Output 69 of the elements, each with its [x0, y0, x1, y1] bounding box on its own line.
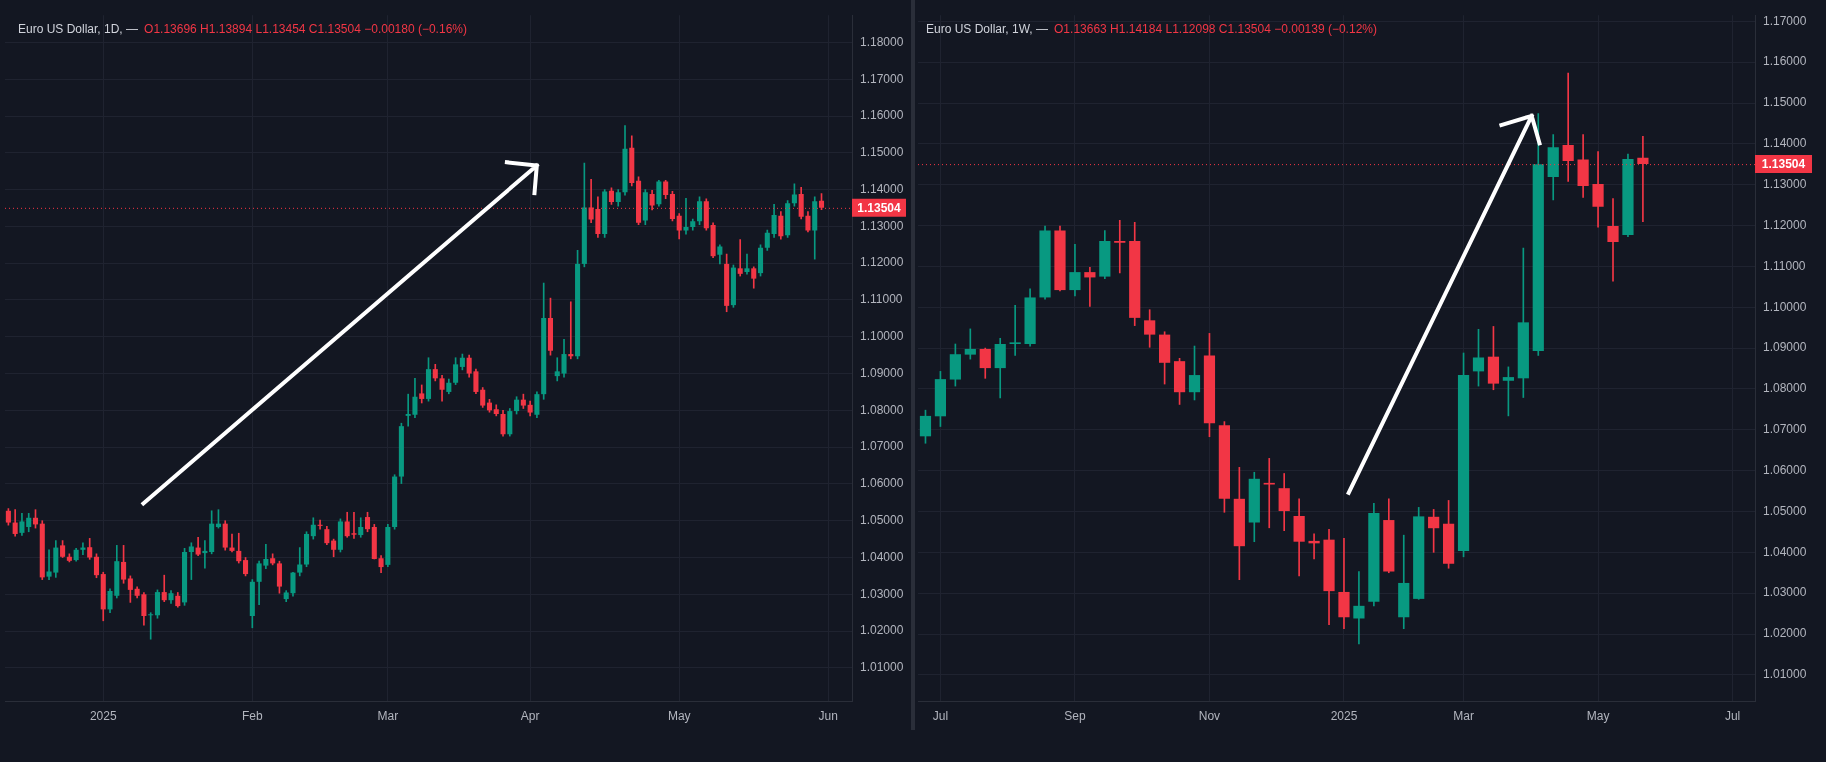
candlestick [1353, 571, 1365, 645]
y-tick-label: 1.17000 [1763, 13, 1807, 28]
y-tick-label: 1.07000 [860, 439, 904, 454]
y-tick-label: 1.11000 [1763, 258, 1806, 273]
y-tick-label: 1.10000 [1763, 299, 1807, 314]
y-tick-label: 1.18000 [860, 34, 904, 49]
y-tick-label: 1.15000 [1763, 95, 1807, 110]
y-tick-label: 1.02000 [1763, 626, 1807, 641]
text: O1.13696 H1.13894 L1.13454 C1.13504 −0.00180 (−0.16%) [144, 21, 467, 36]
y-tick-label: 1.09000 [1763, 340, 1807, 355]
y-tick-label: 1.13000 [860, 218, 904, 233]
y-tick-label: 1.17000 [860, 71, 904, 86]
y-tick-label: 1.10000 [860, 329, 904, 344]
candlestick [568, 301, 574, 360]
y-tick-label: 1.12000 [860, 255, 904, 270]
y-tick-label: 1.06000 [1763, 462, 1807, 477]
y-tick-label: 1.04000 [1763, 544, 1807, 559]
x-tick-label: May [1586, 708, 1610, 723]
y-tick-label: 1.05000 [860, 513, 904, 528]
y-tick-label: 1.03000 [860, 586, 904, 601]
x-tick-label: May [667, 708, 691, 723]
candlestick [148, 612, 154, 640]
x-tick-label: Jul [932, 708, 949, 723]
candlestick [1009, 304, 1021, 356]
y-tick-label: 1.14000 [1763, 136, 1807, 151]
y-tick-label: 1.16000 [1763, 54, 1807, 69]
text: Euro US Dollar, 1W, — [926, 21, 1049, 36]
y-tick-label: 1.16000 [860, 108, 904, 123]
y-tick-label: 1.08000 [860, 402, 904, 417]
x-tick-label: 2025 [89, 708, 117, 723]
y-tick-label: 1.13000 [1763, 177, 1807, 192]
candlestick [1114, 219, 1126, 274]
candlestick [1607, 198, 1619, 282]
candlestick [737, 239, 743, 277]
y-tick-label: 1.11000 [860, 292, 903, 307]
y-tick-label: 1.04000 [860, 549, 904, 564]
candlestick [744, 253, 750, 275]
x-tick-label: 2025 [1330, 708, 1358, 723]
x-tick-label: Jul [1724, 708, 1741, 723]
y-tick-label: 1.08000 [1763, 381, 1807, 396]
y-tick-label: 1.06000 [860, 476, 904, 491]
x-tick-label: Sep [1064, 708, 1086, 723]
x-tick-label: Apr [520, 708, 540, 723]
y-tick-label: 1.05000 [1763, 503, 1807, 518]
y-tick-label: 1.14000 [860, 181, 904, 196]
y-tick-label: 1.12000 [1763, 217, 1807, 232]
y-tick-label: 1.01000 [860, 660, 904, 675]
candlestick [229, 533, 235, 553]
candlestick [202, 540, 208, 569]
y-tick-label: 1.01000 [1763, 667, 1807, 682]
y-tick-label: 1.15000 [860, 145, 904, 160]
candlestick [1263, 458, 1275, 529]
y-tick-label: 1.09000 [860, 365, 904, 380]
x-tick-label: Mar [1453, 708, 1474, 723]
candlestick [964, 328, 976, 360]
candlestick [80, 542, 86, 555]
x-tick-label: Jun [818, 708, 838, 723]
candlestick [1084, 266, 1096, 307]
y-tick-label: 1.03000 [1763, 585, 1807, 600]
candlestick [683, 198, 689, 235]
x-tick-label: Mar [377, 708, 399, 723]
text: Euro US Dollar, 1D, — [18, 21, 139, 36]
text: O1.13663 H1.14184 L1.12098 C1.13504 −0.00139 (−0.12%) [1054, 21, 1377, 36]
y-tick-label: 1.02000 [860, 623, 904, 638]
y-tick-label: 1.07000 [1763, 422, 1807, 437]
x-tick-label: Feb [241, 708, 263, 723]
ref-line-label: 1.13504 [1761, 157, 1806, 172]
ref-line-label: 1.13504 [857, 201, 902, 216]
x-tick-label: Nov [1198, 708, 1221, 723]
